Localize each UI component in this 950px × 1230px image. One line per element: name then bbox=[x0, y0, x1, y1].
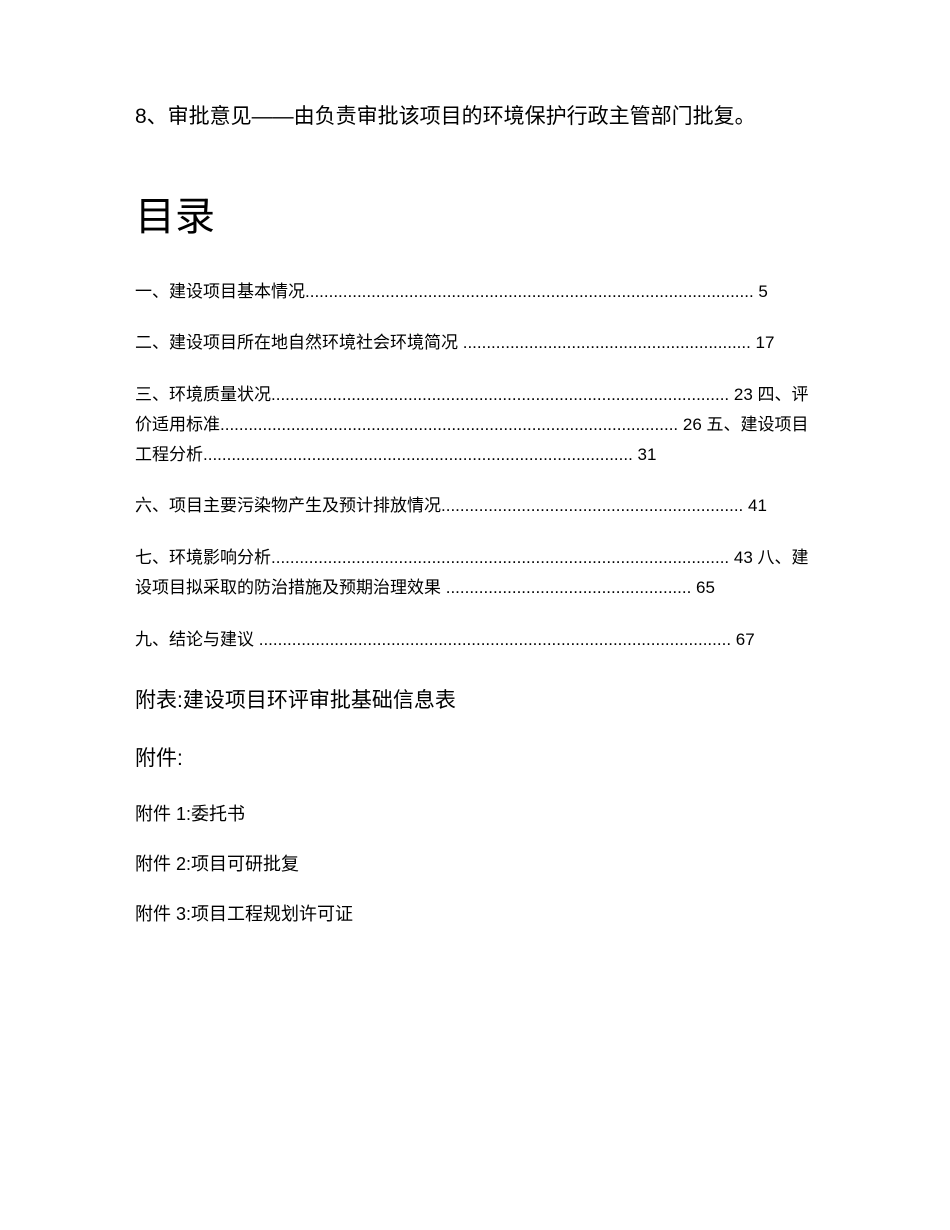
attachment-item: 附件 3:项目工程规划许可证 bbox=[135, 900, 815, 926]
toc-entry: 九、结论与建议 ................................… bbox=[135, 625, 815, 655]
toc-entry: 六、项目主要污染物产生及预计排放情况......................… bbox=[135, 491, 815, 521]
attachments-title: 附件: bbox=[135, 742, 815, 772]
intro-text: 8、审批意见——由负责审批该项目的环境保护行政主管部门批复。 bbox=[135, 100, 815, 134]
appendix-table-label: 附表:建设项目环评审批基础信息表 bbox=[135, 684, 815, 714]
attachment-item: 附件 2:项目可研批复 bbox=[135, 850, 815, 876]
attachment-item: 附件 1:委托书 bbox=[135, 800, 815, 826]
toc-entry: 三、环境质量状况................................… bbox=[135, 380, 815, 469]
toc-entry: 二、建设项目所在地自然环境社会环境简况 ....................… bbox=[135, 328, 815, 358]
toc-title: 目录 bbox=[135, 184, 815, 242]
toc-entry: 一、建设项目基本情况..............................… bbox=[135, 277, 815, 307]
toc-entry: 七、环境影响分析................................… bbox=[135, 543, 815, 603]
